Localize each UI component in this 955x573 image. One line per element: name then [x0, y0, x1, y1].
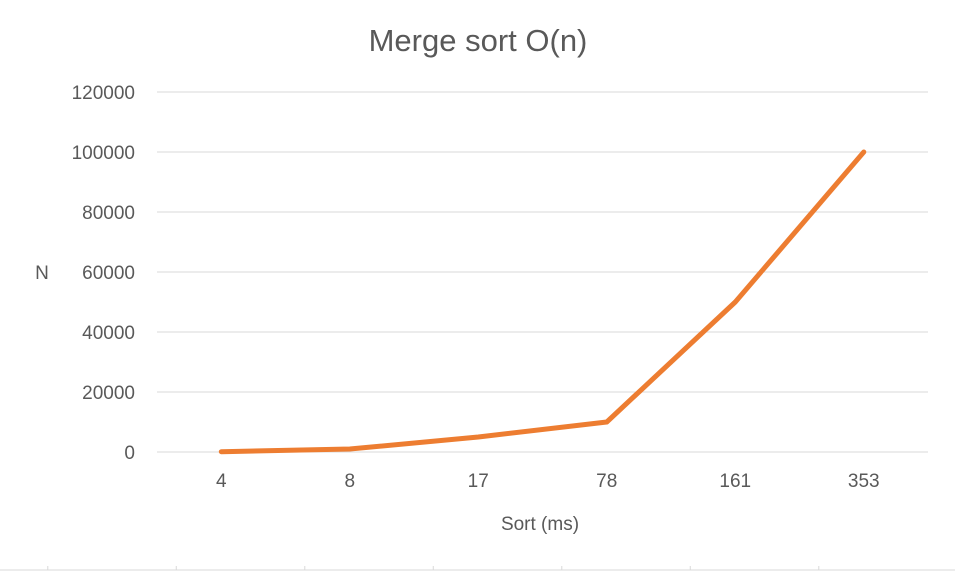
- series-line: [218, 149, 867, 455]
- bottom-border-ticks: [47, 566, 820, 570]
- series-layer: [218, 149, 867, 455]
- y-tick-label: 20000: [82, 383, 135, 404]
- x-axis-ticks: 4 8 17 78 161 353: [216, 471, 880, 492]
- y-tick-label: 100000: [72, 143, 135, 164]
- x-tick-label: 8: [344, 471, 355, 492]
- y-tick-label: 0: [124, 443, 135, 464]
- y-axis-title: N: [35, 263, 49, 284]
- y-tick-label: 120000: [72, 83, 135, 104]
- x-tick-label: 161: [719, 471, 751, 492]
- y-axis-ticks: 0 20000 40000 60000 80000 100000 120000: [72, 83, 135, 464]
- y-tick-label: 60000: [82, 263, 135, 284]
- chart-title: Merge sort O(n): [369, 23, 588, 58]
- x-tick-label: 4: [216, 471, 227, 492]
- x-tick-label: 17: [468, 471, 489, 492]
- gridlines: [157, 91, 928, 453]
- x-tick-label: 78: [596, 471, 617, 492]
- x-axis-title: Sort (ms): [501, 514, 579, 535]
- y-tick-label: 80000: [82, 203, 135, 224]
- x-tick-label: 353: [848, 471, 880, 492]
- y-tick-label: 40000: [82, 323, 135, 344]
